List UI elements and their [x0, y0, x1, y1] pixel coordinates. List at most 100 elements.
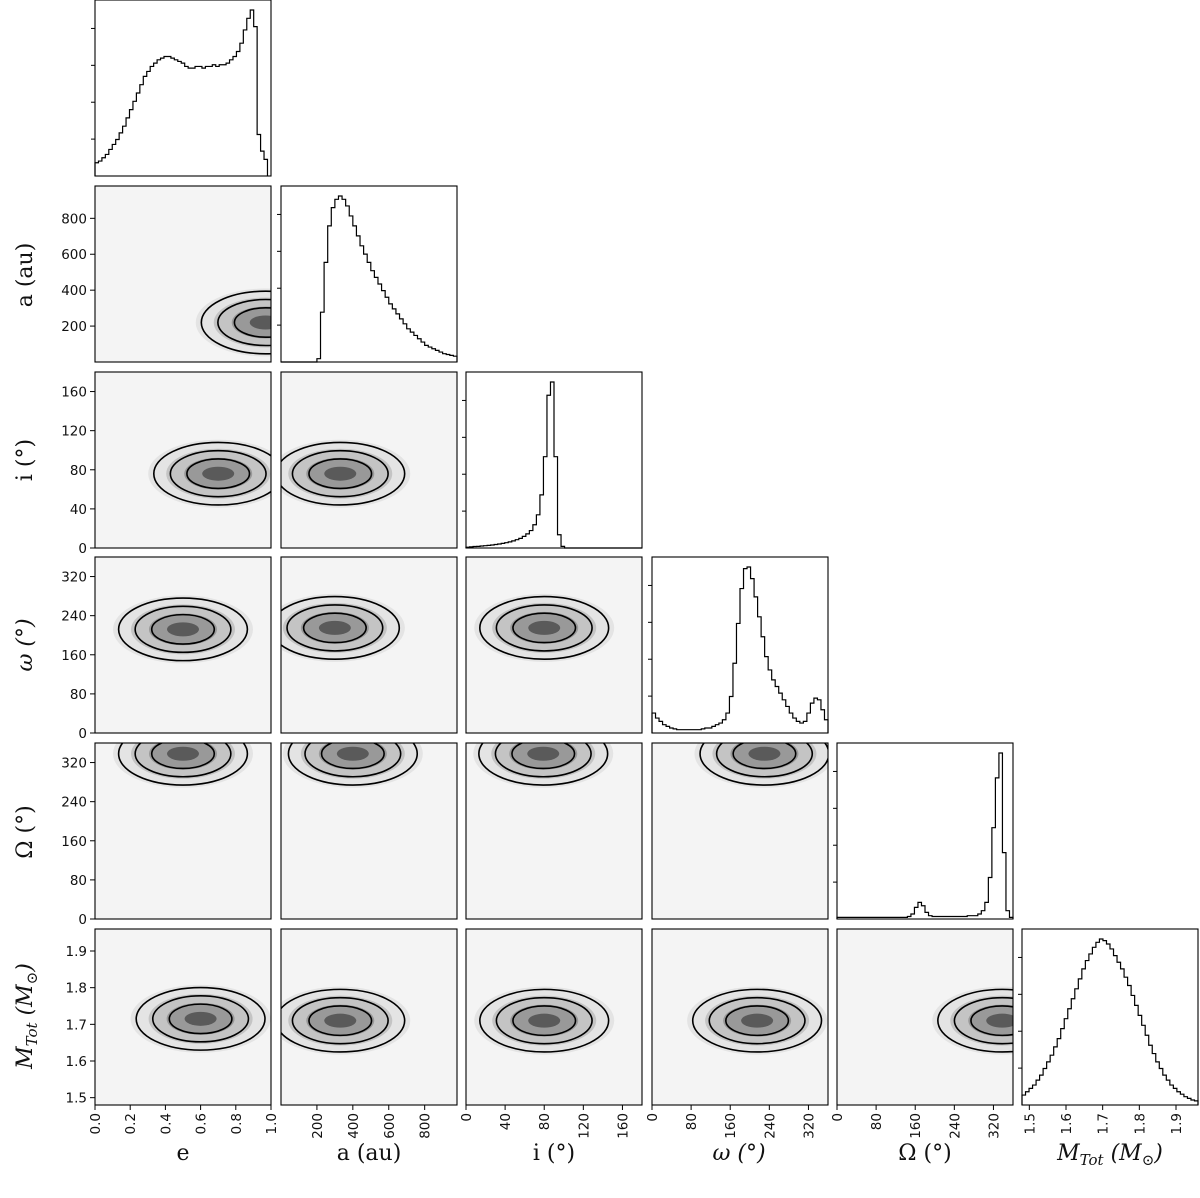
xlabel-Omega: Ω (°): [898, 1141, 951, 1166]
xtick-label-a: 600: [382, 1113, 398, 1139]
joint-Omega-vs-e: [94, 742, 272, 920]
contour-2: [168, 1003, 233, 1035]
ytick-label-Mtot: 1.6: [66, 1054, 87, 1070]
xtick-label-e: 0.8: [229, 1113, 245, 1134]
joint-Mtot-vs-omega: [651, 928, 829, 1106]
ytick-label-a: 800: [61, 211, 87, 227]
contour-1: [134, 743, 232, 778]
contour-1: [169, 449, 267, 498]
frame-Omega-e: [94, 742, 272, 920]
contour-2: [511, 743, 576, 770]
hist-omega: [648, 556, 829, 734]
hist-a: [277, 185, 458, 363]
contour-2: [512, 1005, 577, 1037]
xtick-label-omega: 0: [645, 1113, 661, 1122]
contour-1: [151, 995, 250, 1043]
ytick-label-omega: 240: [61, 609, 87, 625]
contour-0: [135, 986, 266, 1051]
joint-Omega-vs-omega: [651, 742, 829, 920]
frame-i-e: [94, 371, 272, 549]
contour-0: [691, 988, 823, 1053]
xtick-label-a: 200: [310, 1113, 326, 1139]
ytick-label-Omega: 240: [61, 795, 87, 811]
xtick-label-i: 160: [615, 1113, 631, 1139]
contour-1: [291, 996, 389, 1045]
joint-Mtot-vs-i: [465, 928, 643, 1106]
xtick-label-e: 0.6: [194, 1113, 210, 1134]
xtick-label-omega: 240: [762, 1113, 778, 1139]
ytick-label-Mtot: 1.5: [66, 1091, 87, 1107]
frame-i-i: [465, 371, 643, 549]
contour-2: [308, 458, 373, 490]
joint-omega-vs-e: [94, 556, 272, 734]
contour-2: [150, 743, 216, 770]
xlabel-a: a (au): [337, 1141, 402, 1166]
ylabel-Omega: Ω (°): [13, 805, 38, 858]
contour-0: [479, 595, 610, 660]
xtick-label-Omega: 80: [869, 1113, 885, 1130]
xtick-label-e: 0.2: [123, 1113, 139, 1134]
frame-omega-omega: [651, 556, 829, 734]
frame-Mtot-Omega: [836, 928, 1014, 1106]
frame-omega-i: [465, 556, 643, 734]
ytick-label-Omega: 320: [61, 756, 87, 772]
xtick-label-Mtot: 1.8: [1132, 1113, 1148, 1134]
xtick-label-Omega: 240: [947, 1113, 963, 1139]
hist-line-omega: [651, 566, 829, 733]
xtick-label-i: 0: [459, 1113, 475, 1122]
frame-Omega-a: [280, 742, 458, 920]
ytick-label-omega: 0: [78, 726, 87, 742]
joint-Omega-vs-a: [280, 742, 458, 920]
xtick-label-i: 120: [576, 1113, 592, 1139]
density-level-3: [167, 746, 199, 761]
joint-i-vs-e: [94, 371, 272, 549]
hist-Omega: [833, 742, 1014, 920]
ytick-label-Mtot: 1.8: [66, 981, 87, 997]
hist-line-Mtot: [1021, 938, 1199, 1105]
density-level-3: [324, 466, 357, 481]
xtick-label-Mtot: 1.9: [1169, 1113, 1185, 1134]
joint-i-vs-a: [280, 371, 458, 549]
panels-layer: [90, 0, 1199, 1110]
contour-0: [699, 743, 828, 786]
contour-2: [725, 1005, 790, 1037]
xtick-label-omega: 160: [723, 1113, 739, 1139]
frame-a-e: [94, 185, 272, 363]
ytick-label-omega: 320: [61, 570, 87, 586]
joint-a-vs-e: [94, 185, 272, 363]
density-level-3: [748, 746, 781, 761]
contour-0: [281, 595, 401, 660]
contour-0: [117, 743, 249, 786]
density-level-3: [324, 1013, 357, 1028]
joint-Omega-vs-i: [465, 742, 643, 920]
ytick-label-omega: 80: [70, 687, 87, 703]
hist-i: [462, 371, 643, 549]
contour-1: [134, 605, 232, 654]
contour-1: [953, 996, 1013, 1045]
contour-2: [732, 743, 797, 770]
xlabel-Mtot: MTot (M⊙): [1056, 1141, 1163, 1169]
hist-line-a: [281, 195, 458, 363]
contour-1: [495, 996, 593, 1045]
density-level-3: [336, 746, 369, 761]
xtick-label-omega: 320: [801, 1113, 817, 1139]
frame-Mtot-i: [465, 928, 643, 1106]
frame-Mtot-Mtot: [1021, 928, 1199, 1106]
contour-2: [233, 306, 271, 339]
xtick-label-Omega: 320: [986, 1113, 1002, 1139]
ytick-label-i: 160: [61, 385, 87, 401]
density-level-3: [167, 622, 199, 637]
ylabel-i: i (°): [13, 439, 38, 481]
ytick-label-Omega: 80: [70, 873, 87, 889]
density-level-3: [528, 620, 561, 635]
contour-0: [287, 743, 419, 786]
ytick-label-a: 200: [61, 319, 87, 335]
contour-2: [970, 1005, 1013, 1037]
hist-line-i: [465, 381, 642, 549]
xtick-label-Mtot: 1.7: [1096, 1113, 1112, 1134]
contour-2: [186, 458, 251, 490]
joint-Mtot-vs-Omega: [836, 928, 1014, 1106]
ytick-label-i: 0: [78, 541, 87, 557]
density-level-3: [528, 1013, 561, 1028]
